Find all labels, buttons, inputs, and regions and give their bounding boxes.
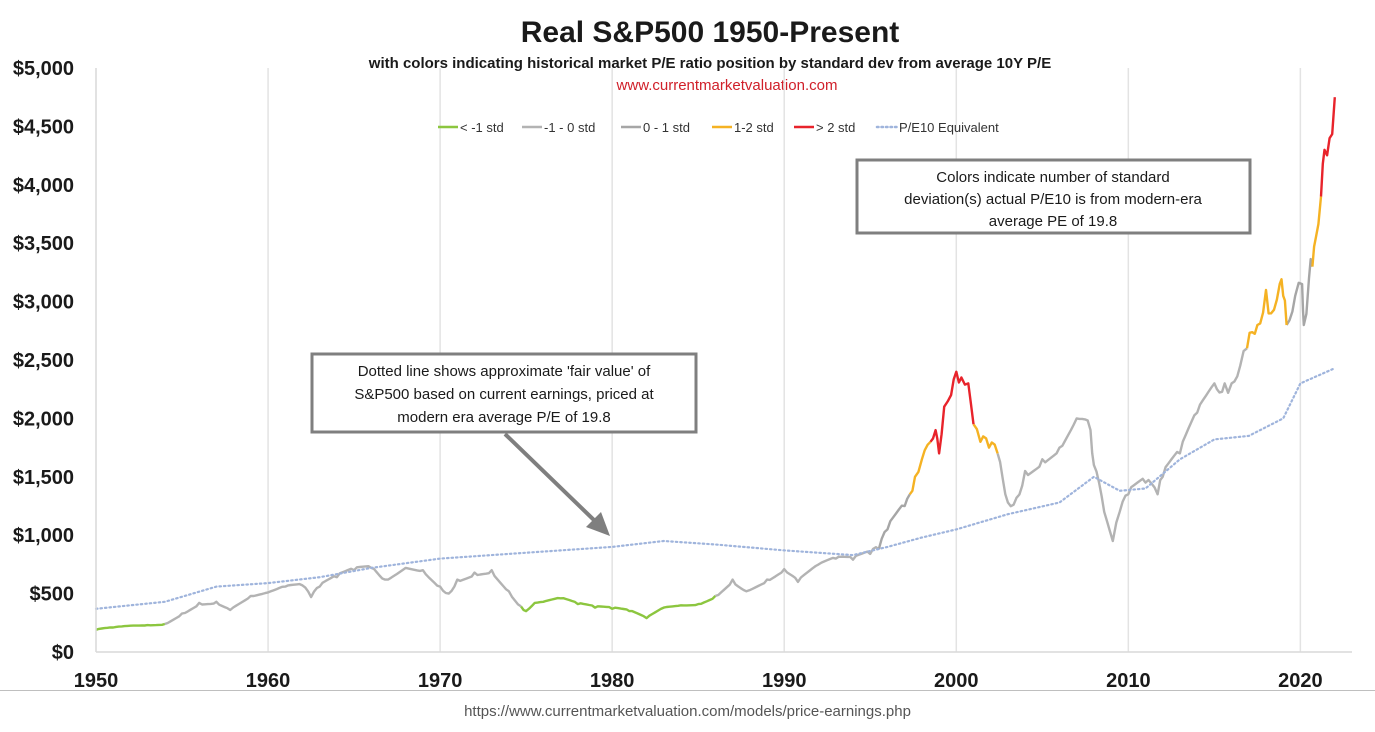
std-note-line-2: deviation(s) actual P/E10 is from modern… — [904, 191, 1202, 208]
legend: < -1 std -1 - 0 std 0 - 1 std 1-2 std > 2 st… — [438, 120, 999, 135]
x-tick-label: 1980 — [590, 670, 635, 690]
series-line-1-segment-2 — [996, 347, 1248, 543]
legend-label: 0 - 1 std — [643, 120, 690, 135]
x-tick-label: 2000 — [934, 670, 979, 690]
x-tick-label: 1960 — [246, 670, 291, 690]
fair-value-note-line-3: modern era average P/E of 19.8 — [397, 409, 610, 426]
fair-value-note-box: Dotted line shows approximate 'fair valu… — [310, 352, 698, 434]
series-line-pe10 — [94, 367, 1336, 610]
y-tick-label: $1,000 — [13, 525, 74, 547]
series-line-4-segment-0 — [929, 370, 975, 455]
y-tick-label: $2,000 — [13, 408, 74, 430]
series-line-2-segment-0 — [877, 493, 911, 550]
y-tick-label: $500 — [30, 584, 75, 606]
series-line-3-segment-3 — [1311, 196, 1323, 267]
std-note-box: Colors indicate number of standard devia… — [855, 158, 1252, 235]
series-line-3-segment-1 — [972, 423, 999, 454]
legend-label: < -1 std — [460, 120, 504, 135]
source-url[interactable]: https://www.currentmarketvaluation.com/m… — [464, 703, 911, 720]
series-line-4-segment-1 — [1319, 97, 1336, 197]
chart-subtitle: with colors indicating historical market… — [368, 55, 1051, 72]
series-line-0-segment-1 — [520, 595, 717, 620]
series-line-1-segment-1 — [715, 546, 880, 598]
x-tick-label: 1950 — [74, 670, 119, 690]
fair-value-note-line-2: S&P500 based on current earnings, priced… — [354, 386, 654, 403]
chart-title: Real S&P500 1950-Present — [521, 16, 900, 49]
series-line-1-segment-0 — [164, 565, 522, 626]
y-tick-label: $4,500 — [13, 116, 74, 138]
x-tick-label: 2020 — [1278, 670, 1323, 690]
x-tick-label: 1970 — [418, 670, 463, 690]
y-tick-label: $2,500 — [13, 350, 74, 372]
chart-website: www.currentmarketvaluation.com — [616, 77, 838, 94]
series-line-2-segment-1 — [1285, 257, 1314, 327]
y-tick-label: $3,500 — [13, 233, 74, 255]
fair-value-note-line-1: Dotted line shows approximate 'fair valu… — [358, 363, 651, 380]
std-note-line-3: average PE of 19.8 — [989, 213, 1117, 230]
y-tick-label: $3,000 — [13, 292, 74, 314]
x-tick-label: 1990 — [762, 670, 807, 690]
legend-label: 1-2 std — [734, 120, 774, 135]
x-tick-label: 2010 — [1106, 670, 1151, 690]
series-line-3-segment-0 — [908, 440, 932, 496]
annotation-arrow — [503, 432, 610, 536]
y-tick-label: $1,500 — [13, 467, 74, 489]
series-line-3-segment-2 — [1245, 278, 1288, 349]
y-tick-label: $0 — [52, 642, 74, 664]
series-group — [94, 97, 1336, 631]
footer-divider — [0, 690, 1375, 691]
legend-label: -1 - 0 std — [544, 120, 595, 135]
y-tick-label: $4,000 — [13, 175, 74, 197]
std-note-line-1: Colors indicate number of standard — [936, 169, 1169, 186]
legend-label: P/E10 Equivalent — [899, 120, 999, 135]
chart: Real S&P500 1950-Present with colors ind… — [13, 16, 1352, 690]
series-line-0-segment-0 — [95, 622, 166, 631]
axes: 1950 1960 1970 1980 1990 2000 2010 2020 $0 $500 $1… — [13, 58, 1352, 690]
y-tick-label: $5,000 — [13, 58, 74, 80]
legend-label: > 2 std — [816, 120, 855, 135]
